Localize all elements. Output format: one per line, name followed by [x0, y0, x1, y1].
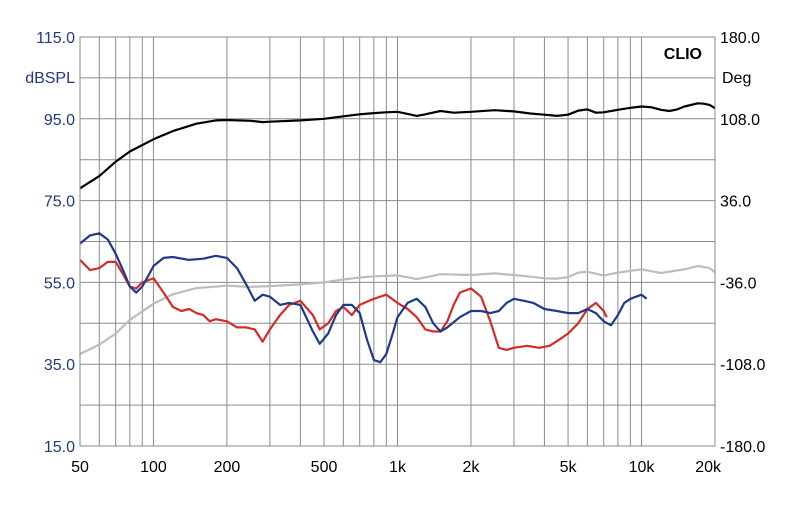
right-axis-tick-label: 180.0: [720, 30, 760, 47]
series-line: [79, 259, 608, 351]
x-axis-tick-label: 20k: [695, 459, 722, 476]
x-axis-tick-label: 5k: [560, 459, 578, 476]
series-line: [79, 264, 716, 355]
x-axis-tick-label: 50: [71, 459, 89, 476]
left-axis-unit-label: dBSPL: [25, 70, 75, 87]
axis-tick-labels: 115.0 95.0 75.0 55.0 35.0 15.0 180.0 108.0 36.0 -…: [36, 30, 765, 476]
x-axis-tick-label: 200: [214, 459, 241, 476]
left-axis-tick-label: 35.0: [44, 357, 75, 374]
left-axis-tick-label: 55.0: [44, 275, 75, 292]
left-axis-tick-label: 115.0: [36, 30, 75, 47]
x-axis-tick-label: 10k: [629, 459, 656, 476]
x-axis-tick-label: 100: [140, 459, 167, 476]
left-axis-tick-label: 95.0: [44, 112, 75, 129]
x-axis-tick-label: 2k: [463, 459, 481, 476]
x-axis-tick-label: 1k: [389, 459, 407, 476]
right-axis-tick-label: -108.0: [720, 357, 765, 374]
left-axis-tick-label: 15.0: [44, 439, 75, 456]
chart-series: [79, 102, 716, 364]
clio-brand-label: CLIO: [664, 46, 702, 63]
series-line: [79, 232, 648, 364]
plot-frame: [79, 36, 716, 447]
right-axis-tick-label: -36.0: [720, 275, 757, 292]
left-axis-tick-label: 75.0: [44, 194, 75, 211]
chart-grid: [79, 36, 716, 447]
right-axis-tick-label: 36.0: [720, 194, 751, 211]
right-axis-tick-label: -180.0: [720, 439, 765, 456]
right-axis-tick-label: 108.0: [720, 112, 760, 129]
right-axis-unit-label: Deg: [722, 70, 751, 87]
x-axis-tick-label: 500: [311, 459, 338, 476]
series-line: [79, 102, 716, 190]
